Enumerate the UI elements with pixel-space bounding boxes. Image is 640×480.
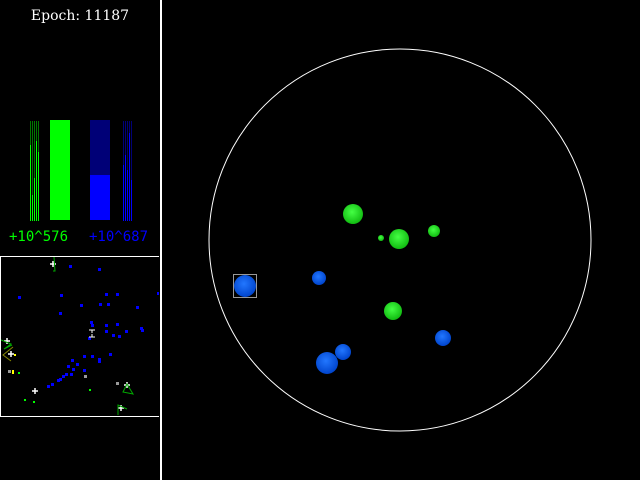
minimap-dot [83,355,86,358]
blue-agent[interactable] [312,271,326,285]
minimap-dot [112,334,115,337]
epoch-counter: Epoch: 11187 [30,8,130,24]
selection-box [233,274,257,298]
minimap-dot [116,382,119,385]
minimap-dot [116,323,119,326]
minimap-trail [117,404,128,415]
minimap-dot [80,304,83,307]
minimap-dot [72,368,75,371]
minimap-dot [71,359,74,362]
score-bars [30,120,132,221]
minimap-dot [67,365,70,368]
minimap-dot [69,265,72,268]
green-score-bar [50,120,70,220]
minimap-dot [157,292,160,295]
green-history-lines [30,121,39,221]
minimap-dot [18,372,20,374]
minimap-dot [116,293,119,296]
blue-agent[interactable] [316,352,338,374]
minimap-dot [47,385,50,388]
minimap-dot [14,354,16,356]
minimap-dot [98,358,101,361]
minimap-dot [59,312,62,315]
minimap-dot [88,337,91,340]
blue-agent[interactable] [335,344,351,360]
blue-history-lines [123,121,132,221]
minimap-dot [8,370,11,373]
minimap-dot [91,324,94,327]
minimap-dot [70,373,73,376]
minimap-dot [98,360,101,363]
stats-panel: Epoch: 11187 +10^576 +10^687 [0,0,160,480]
minimap-dot [76,363,79,366]
minimap-dot [91,355,94,358]
minimap-dot [89,389,91,391]
minimap-dot [84,375,87,378]
minimap-dot [125,330,128,333]
minimap-dot [98,268,101,271]
minimap-trail [53,256,56,272]
minimap-trail [2,346,14,362]
minimap-viewport-icon [89,329,95,338]
arena-boundary [208,48,592,432]
minimap-dot [141,329,144,332]
minimap-dot [12,370,14,374]
minimap-dot [136,306,139,309]
minimap-dot [60,294,63,297]
minimap-marker-icon [32,388,38,394]
minimap-dot [107,303,110,306]
minimap-dot [51,383,54,386]
green-agent[interactable] [343,204,363,224]
minimap-dot [105,293,108,296]
minimap[interactable] [0,256,160,417]
panel-divider [160,0,162,480]
minimap-dot [118,335,121,338]
minimap-trail [122,382,135,395]
green-agent[interactable] [428,225,440,237]
minimap-marker-icon [4,338,10,344]
blue-agent[interactable] [234,275,256,297]
blue-score-label: +10^687 [89,229,149,245]
minimap-dot [105,324,108,327]
minimap-dot [33,401,35,403]
green-agent[interactable] [384,302,402,320]
green-agent[interactable] [389,229,409,249]
minimap-dot [99,303,102,306]
green-agent[interactable] [378,235,384,241]
minimap-dot [105,330,108,333]
minimap-dot [65,373,68,376]
minimap-dot [57,379,60,382]
minimap-trail [0,339,13,350]
minimap-dot [83,369,86,372]
minimap-dot [90,321,93,324]
minimap-dot [109,353,112,356]
minimap-dot [140,327,143,330]
minimap-dot [24,399,26,401]
green-score-label: +10^576 [9,229,69,245]
blue-agent[interactable] [435,330,451,346]
minimap-dot [59,378,62,381]
minimap-marker-icon [8,351,14,357]
minimap-dot [18,296,21,299]
minimap-dot [62,375,65,378]
blue-score-bar [90,175,110,220]
minimap-canvas [0,256,160,415]
